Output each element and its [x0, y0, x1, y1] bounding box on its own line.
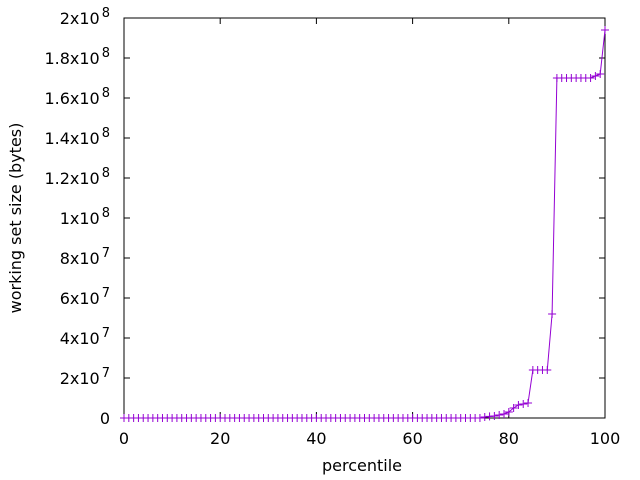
data-point-marker — [509, 404, 518, 412]
y-tick-mantissa: 2x10 — [60, 9, 100, 28]
y-tick-mantissa: 1x10 — [60, 209, 100, 228]
x-tick-label: 100 — [590, 429, 621, 448]
data-point-marker — [475, 414, 484, 422]
data-point-marker — [548, 310, 557, 318]
data-point-marker — [480, 413, 489, 421]
data-point-marker — [601, 26, 609, 34]
data-point-marker — [490, 412, 499, 420]
y-axis-label: working set size (bytes) — [6, 123, 25, 314]
data-point-marker — [495, 411, 504, 419]
y-tick-exponent: 8 — [102, 206, 110, 221]
data-point-marker — [499, 410, 508, 418]
x-tick-label: 0 — [119, 429, 129, 448]
data-point-marker — [524, 399, 533, 407]
plot-frame — [123, 17, 606, 419]
y-tick-label: 8x10 7 — [60, 246, 110, 268]
y-tick-exponent: 7 — [102, 326, 110, 341]
data-point-marker — [543, 366, 552, 374]
y-tick-mantissa: 1.4x10 — [44, 129, 99, 148]
y-tick-label: 1x10 8 — [60, 206, 110, 228]
x-tick-label: 40 — [306, 429, 326, 448]
data-point-marker — [519, 400, 528, 408]
y-tick-label: 2x10 7 — [60, 366, 110, 388]
x-axis-label: percentile — [322, 456, 402, 475]
y-tick-exponent: 8 — [102, 166, 110, 181]
y-tick-label: 1.8x10 8 — [44, 46, 110, 68]
series-markers — [120, 26, 609, 422]
y-tick-label: 1.6x10 8 — [44, 86, 110, 108]
y-tick-label: 1.4x10 8 — [44, 126, 110, 148]
y-tick-mantissa: 0 — [100, 409, 110, 428]
y-tick-exponent: 7 — [102, 286, 110, 301]
y-tick-label: 2x10 8 — [60, 6, 110, 28]
y-tick-exponent: 8 — [102, 6, 110, 21]
y-tick-mantissa: 4x10 — [60, 329, 100, 348]
y-tick-label: 0 — [100, 409, 110, 428]
y-tick-exponent: 7 — [102, 366, 110, 381]
y-tick-exponent: 8 — [102, 86, 110, 101]
data-point-marker — [504, 408, 513, 416]
y-tick-mantissa: 8x10 — [60, 249, 100, 268]
y-tick-mantissa: 1.6x10 — [44, 89, 99, 108]
y-tick-exponent: 8 — [102, 46, 110, 61]
y-tick-label: 1.2x10 8 — [44, 166, 110, 188]
y-tick-mantissa: 1.8x10 — [44, 49, 99, 68]
y-tick-mantissa: 6x10 — [60, 289, 100, 308]
series-line — [124, 29, 606, 419]
data-point-marker — [514, 401, 523, 409]
data-point-marker — [586, 74, 595, 82]
data-point-marker — [591, 72, 600, 80]
y-tick-label: 6x10 7 — [60, 286, 110, 308]
axis-ticks — [123, 17, 606, 419]
y-tick-exponent: 8 — [102, 126, 110, 141]
y-tick-exponent: 7 — [102, 246, 110, 261]
x-tick-label: 80 — [499, 429, 519, 448]
y-tick-mantissa: 1.2x10 — [44, 169, 99, 188]
data-point-marker — [596, 70, 605, 78]
y-tick-label: 4x10 7 — [60, 326, 110, 348]
y-tick-mantissa: 2x10 — [60, 369, 100, 388]
x-tick-label: 60 — [402, 429, 422, 448]
x-tick-label: 20 — [210, 429, 230, 448]
